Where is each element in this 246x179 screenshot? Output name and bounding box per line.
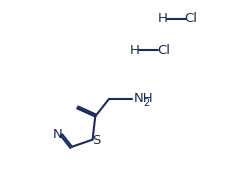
Text: NH: NH [134,92,153,105]
Text: H: H [130,44,139,57]
Text: N: N [53,128,62,141]
Text: H: H [157,12,167,25]
Text: Cl: Cl [184,12,198,25]
Text: Cl: Cl [157,44,170,57]
Text: S: S [92,134,101,147]
Text: 2: 2 [143,98,149,108]
